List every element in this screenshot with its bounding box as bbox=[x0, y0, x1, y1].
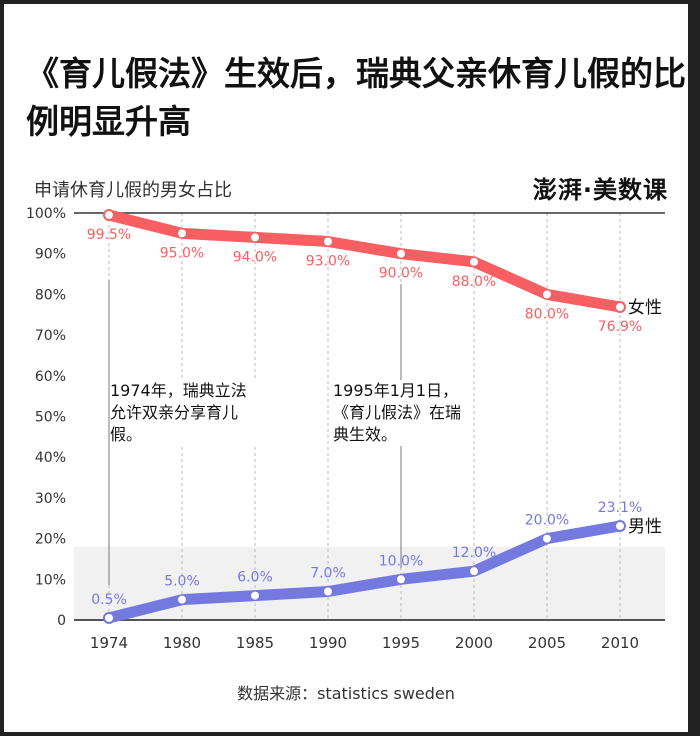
data-point bbox=[251, 233, 259, 242]
data-point bbox=[543, 290, 551, 299]
series-line-male bbox=[103, 520, 626, 624]
data-label: 99.5% bbox=[87, 227, 131, 243]
data-point bbox=[614, 301, 626, 314]
y-tick-label: 0 bbox=[57, 613, 66, 629]
data-point bbox=[543, 534, 551, 543]
logo: 澎湃·美数课 bbox=[532, 176, 668, 204]
x-tick-label: 2010 bbox=[601, 634, 639, 652]
y-tick-label: 80% bbox=[35, 287, 66, 303]
legend-label: 女性 bbox=[628, 298, 662, 318]
data-label: 20.0% bbox=[525, 513, 569, 529]
data-point bbox=[178, 595, 186, 604]
y-tick-label: 60% bbox=[35, 369, 66, 385]
source-note: 数据来源：statistics sweden bbox=[237, 684, 455, 703]
data-label: 95.0% bbox=[160, 245, 204, 261]
y-tick-label: 10% bbox=[35, 572, 66, 588]
x-tick-label: 1990 bbox=[309, 634, 347, 652]
data-point bbox=[324, 587, 332, 596]
data-point bbox=[470, 567, 478, 576]
data-label: 0.5% bbox=[91, 592, 127, 608]
annotation-1974: 1974年，瑞典立法允许双亲分享育儿假。 bbox=[110, 380, 260, 446]
x-tick-label: 1974 bbox=[90, 634, 128, 652]
data-label: 80.0% bbox=[525, 306, 569, 322]
x-tick-label: 1985 bbox=[236, 634, 274, 652]
x-tick-label: 2000 bbox=[455, 634, 493, 652]
data-label: 10.0% bbox=[379, 553, 423, 569]
data-label: 93.0% bbox=[306, 253, 350, 269]
y-tick-label: 50% bbox=[35, 410, 66, 426]
annotation-1995: 1995年1月1日，《育儿假法》在瑞典生效。 bbox=[333, 380, 473, 446]
data-point bbox=[324, 237, 332, 246]
data-label: 88.0% bbox=[452, 274, 496, 290]
x-tick-label: 1995 bbox=[382, 634, 420, 652]
data-point bbox=[470, 257, 478, 266]
page-title: 《育儿假法》生效后，瑞典父亲休育儿假的比例明显升高 bbox=[26, 54, 686, 141]
data-point bbox=[103, 611, 115, 624]
y-tick-label: 100% bbox=[26, 206, 66, 222]
data-label: 7.0% bbox=[310, 566, 346, 582]
y-tick-label: 90% bbox=[35, 247, 66, 263]
data-point bbox=[178, 229, 186, 238]
x-tick-label: 2005 bbox=[528, 634, 566, 652]
data-label: 5.0% bbox=[164, 574, 200, 590]
data-label: 94.0% bbox=[233, 249, 277, 265]
legend-label: 男性 bbox=[628, 517, 662, 537]
data-label: 90.0% bbox=[379, 266, 423, 282]
data-label: 12.0% bbox=[452, 545, 496, 561]
y-tick-label: 70% bbox=[35, 328, 66, 344]
data-label: 23.1% bbox=[598, 500, 642, 516]
data-point bbox=[397, 249, 405, 258]
y-tick-label: 30% bbox=[35, 491, 66, 507]
data-point bbox=[397, 575, 405, 584]
series-line-female bbox=[103, 209, 626, 313]
x-tick-label: 1980 bbox=[163, 634, 201, 652]
chart-title: 申请休育儿假的男女占比 bbox=[34, 180, 232, 201]
data-point bbox=[103, 209, 115, 222]
data-point bbox=[614, 519, 626, 532]
data-point bbox=[251, 591, 259, 600]
y-tick-label: 40% bbox=[35, 450, 66, 466]
y-tick-label: 20% bbox=[35, 532, 66, 548]
data-label: 76.9% bbox=[598, 319, 642, 335]
data-label: 6.0% bbox=[237, 570, 273, 586]
